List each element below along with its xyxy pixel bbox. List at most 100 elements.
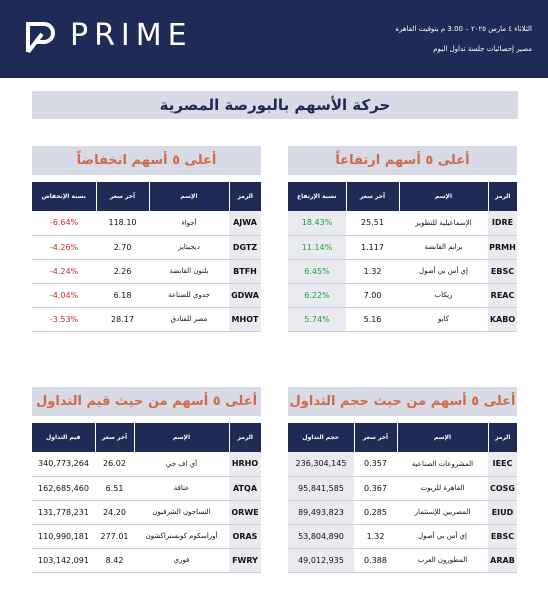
stock-name: الإسماعيلية للتطوير xyxy=(399,211,488,236)
stock-name: إي أس بي أصول xyxy=(397,524,488,549)
table-row: AJWA أجواء 118.10 -6.64% xyxy=(32,211,261,236)
table-row: COSG القاهرة للزيوت 0.367 95,841,585 xyxy=(288,476,517,501)
last-price: 0.388 xyxy=(354,548,397,573)
table-row: GDWA جدوى للصناعة 6.18 -4.04% xyxy=(32,283,261,308)
stock-code: ARAB xyxy=(488,548,517,573)
prime-logo-icon xyxy=(26,22,55,54)
stock-code: AJWA xyxy=(229,211,261,236)
table-header-row: الرمز الإسم آخر سعر قيم التداول xyxy=(32,423,261,452)
last-price: 24.20 xyxy=(95,500,134,525)
table-header-row: الرمز الإسم آخر سعر نسبة الإرتفاع xyxy=(288,182,517,211)
stock-code: IDRE xyxy=(488,211,517,236)
last-price: 26.02 xyxy=(95,452,134,477)
column-header: الرمز xyxy=(228,423,261,452)
stock-name: مصر للفنادق xyxy=(149,307,229,332)
table-row: ARAB المطورون العرب 0.388 49,012,935 xyxy=(288,548,517,573)
stock-name: النساجون الشرقيون xyxy=(134,500,229,525)
stock-name: عتاقة xyxy=(134,476,229,501)
table-row: KABO كابو 5.16 5.74% xyxy=(288,307,517,332)
stock-code: ATQA xyxy=(229,476,261,501)
losers-table: الرمز الإسم آخر سعر نسبة الإنخفاض AJWA أج… xyxy=(32,182,261,332)
change-percent: 5.74% xyxy=(288,307,346,332)
trade-value: 110,990,181 xyxy=(32,524,95,549)
change-percent: -4.26% xyxy=(32,235,96,260)
column-header: آخر سعر xyxy=(353,423,397,452)
column-header: آخر سعر xyxy=(94,423,134,452)
report-date: الثلاثاء ٤ مارس ٢٠٢٥ – 3.00 م بتوقيت الق… xyxy=(395,25,532,33)
column-header: الإسم xyxy=(396,423,488,452)
table-row: ORAS أوراسكوم كونستراكشون 277.01 110,990,18… xyxy=(32,524,261,549)
trade-value: 162,685,460 xyxy=(32,476,95,501)
stock-name: بلتون القابضة xyxy=(149,259,229,284)
last-price: 1.32 xyxy=(354,524,397,549)
table-row: EIUD المصريين للإستثمار 0.285 89,493,823 xyxy=(288,500,517,525)
header-bar: PRIME الثلاثاء ٤ مارس ٢٠٢٥ – 3.00 م بتوق… xyxy=(0,0,548,78)
last-price: 6.18 xyxy=(96,283,149,308)
trade-value: 340,773,264 xyxy=(32,452,95,477)
top-losers-panel: أعلى ٥ أسهم انخفاضاً الرمز الإسم آخر سعر… xyxy=(32,146,261,332)
table-body: IEEC المشروعات الصناعية 0.357 236,304,145 CO… xyxy=(288,452,517,573)
table-body: AJWA أجواء 118.10 -6.64% DGTZ ديجيتايز 2.70 -4.… xyxy=(32,211,261,332)
table-row: REAC ريكاب 7.00 6.22% xyxy=(288,283,517,308)
stock-code: FWRY xyxy=(229,548,261,573)
stock-code: KABO xyxy=(488,307,517,332)
column-header: الرمز xyxy=(228,182,261,211)
stock-code: MHOT xyxy=(229,307,261,332)
trade-value: 103,142,091 xyxy=(32,548,95,573)
stock-code: EIUD xyxy=(488,500,517,525)
change-percent: -4.04% xyxy=(32,283,96,308)
panel-title: أعلى ٥ أسهم من حيث حجم التداول xyxy=(288,387,517,416)
table-row: HRHO أي اف جي 26.02 340,773,264 xyxy=(32,452,261,477)
column-header: آخر سعر xyxy=(95,182,149,211)
last-price: 0.285 xyxy=(354,500,397,525)
stock-code: ORWE xyxy=(229,500,261,525)
change-percent: 6.22% xyxy=(288,283,346,308)
stock-name: فوري xyxy=(134,548,229,573)
page-title: حركة الأسهم بالبورصة المصرية xyxy=(32,91,518,119)
column-header: حجم التداول xyxy=(288,423,354,452)
stock-name: المطورون العرب xyxy=(397,548,488,573)
top-turnover-panel: أعلى ٥ أسهم من حيث قيم التداول الرمز الإ… xyxy=(32,387,261,573)
stock-code: COSG xyxy=(488,476,517,501)
table-row: ORWE النساجون الشرقيون 24.20 131,778,231 xyxy=(32,500,261,525)
last-price: 2.26 xyxy=(96,259,149,284)
stock-code: DGTZ xyxy=(229,235,261,260)
gainers-table: الرمز الإسم آخر سعر نسبة الإرتفاع IDRE ال… xyxy=(288,182,517,332)
stock-code: HRHO xyxy=(229,452,261,477)
stock-code: GDWA xyxy=(229,283,261,308)
stock-name: إي أس بي أصول xyxy=(399,259,488,284)
change-percent: 6.45% xyxy=(288,259,346,284)
last-price: 118.10 xyxy=(96,211,149,236)
table-row: FWRY فوري 8.42 103,142,091 xyxy=(32,548,261,573)
top-volume-panel: أعلى ٥ أسهم من حيث حجم التداول الرمز الإ… xyxy=(288,387,517,573)
panel-title: أعلى ٥ أسهم انخفاضاً xyxy=(32,146,261,175)
stock-code: IEEC xyxy=(488,452,517,477)
last-price: 5.16 xyxy=(346,307,399,332)
table-body: IDRE الإسماعيلية للتطوير 25.51 18.43% PRMH بر… xyxy=(288,211,517,332)
stock-name: ريكاب xyxy=(399,283,488,308)
stock-name: أجواء xyxy=(149,211,229,236)
last-price: 0.367 xyxy=(354,476,397,501)
column-header: الرمز xyxy=(487,182,517,211)
column-header: الإسم xyxy=(148,182,229,211)
panel-title: أعلى ٥ أسهم ارتفاعاً xyxy=(288,146,517,175)
table-row: PRMH برايم القابضة 1.117 11.14% xyxy=(288,235,517,260)
table-row: ATQA عتاقة 6.51 162,685,460 xyxy=(32,476,261,501)
table-row: DGTZ ديجيتايز 2.70 -4.26% xyxy=(32,235,261,260)
change-percent: -3.53% xyxy=(32,307,96,332)
table-header-row: الرمز الإسم آخر سعر حجم التداول xyxy=(288,423,517,452)
stock-name: كابو xyxy=(399,307,488,332)
column-header: الرمز xyxy=(487,423,517,452)
column-header: آخر سعر xyxy=(345,182,399,211)
column-header: الإسم xyxy=(133,423,229,452)
change-percent: -4.24% xyxy=(32,259,96,284)
last-price: 25.51 xyxy=(346,211,399,236)
stock-name: المشروعات الصناعية xyxy=(397,452,488,477)
change-percent: 18.43% xyxy=(288,211,346,236)
last-price: 277.01 xyxy=(95,524,134,549)
change-percent: -6.64% xyxy=(32,211,96,236)
trade-value: 49,012,935 xyxy=(288,548,354,573)
top-gainers-panel: أعلى ٥ أسهم ارتفاعاً الرمز الإسم آخر سعر… xyxy=(288,146,517,332)
table-row: BTFH بلتون القابضة 2.26 -4.24% xyxy=(32,259,261,284)
column-header: نسبة الإرتفاع xyxy=(288,182,346,211)
